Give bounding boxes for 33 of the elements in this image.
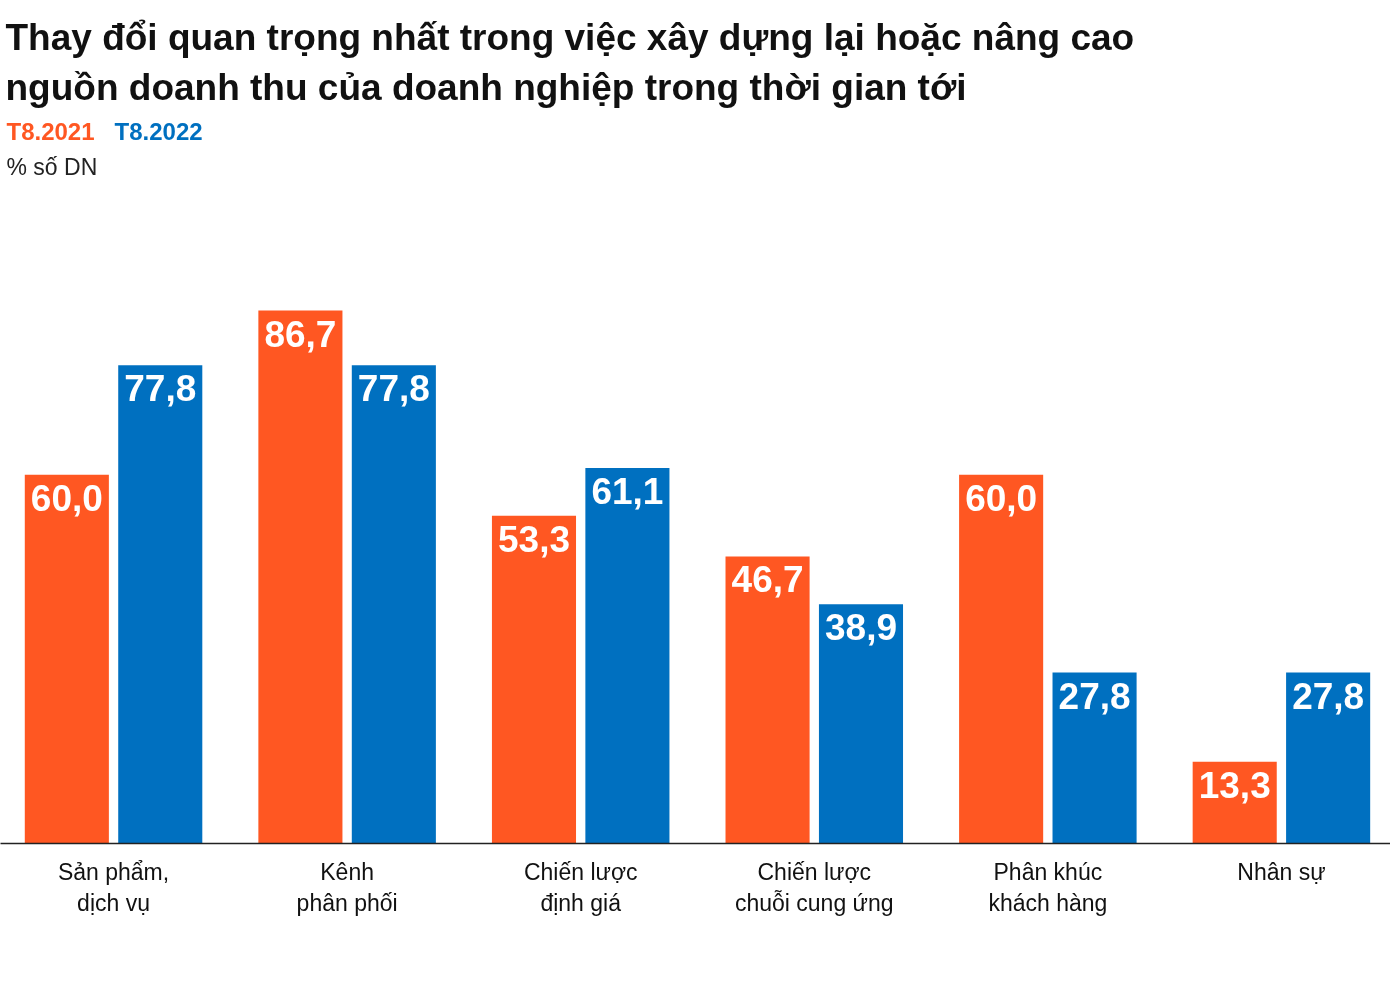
text: T8.2022: [114, 117, 203, 145]
data-label: 27,8: [1058, 675, 1131, 717]
bar: [258, 310, 343, 844]
bar: [585, 467, 670, 844]
data-label: 60,0: [30, 477, 103, 519]
text: % số DN: [6, 153, 98, 180]
bar: [351, 365, 436, 844]
bar: [1286, 672, 1371, 844]
data-label: 38,9: [824, 607, 897, 649]
x-tick-label: Sản phẩm, dịch vụ: [57, 858, 170, 916]
data-label: 77,8: [124, 368, 197, 410]
data-label: 77,8: [357, 368, 430, 410]
bar: [24, 474, 109, 844]
x-tick-label: Chiến lược chuỗi cung ứng: [734, 858, 894, 916]
bar: [118, 365, 203, 844]
x-tick-label: Nhân sự: [1237, 858, 1326, 885]
bar: [959, 474, 1044, 844]
data-label: 46,7: [731, 559, 804, 601]
bar: [1052, 672, 1137, 844]
data-label: 53,3: [497, 518, 570, 560]
data-label: 13,3: [1198, 764, 1271, 806]
bar: [818, 604, 904, 844]
data-label: 61,1: [591, 470, 664, 512]
bar: [491, 515, 577, 844]
data-label: 86,7: [264, 313, 337, 355]
x-tick-label: Kênh phân phối: [296, 858, 398, 916]
data-label: 60,0: [965, 477, 1038, 519]
bar: [725, 556, 810, 844]
data-label: 27,8: [1292, 675, 1365, 717]
x-tick-label: Chiến lược định giá: [523, 858, 638, 916]
text: T8.2021: [6, 117, 95, 145]
chart-title: Thay đổi quan trọng nhất trong việc xây dựng lại hoặc nâng cao nguồn doanh thu của doanh nghiệp trong thời gian tới: [5, 16, 1135, 108]
x-tick-label: Phân khúc khách hàng: [988, 858, 1108, 916]
